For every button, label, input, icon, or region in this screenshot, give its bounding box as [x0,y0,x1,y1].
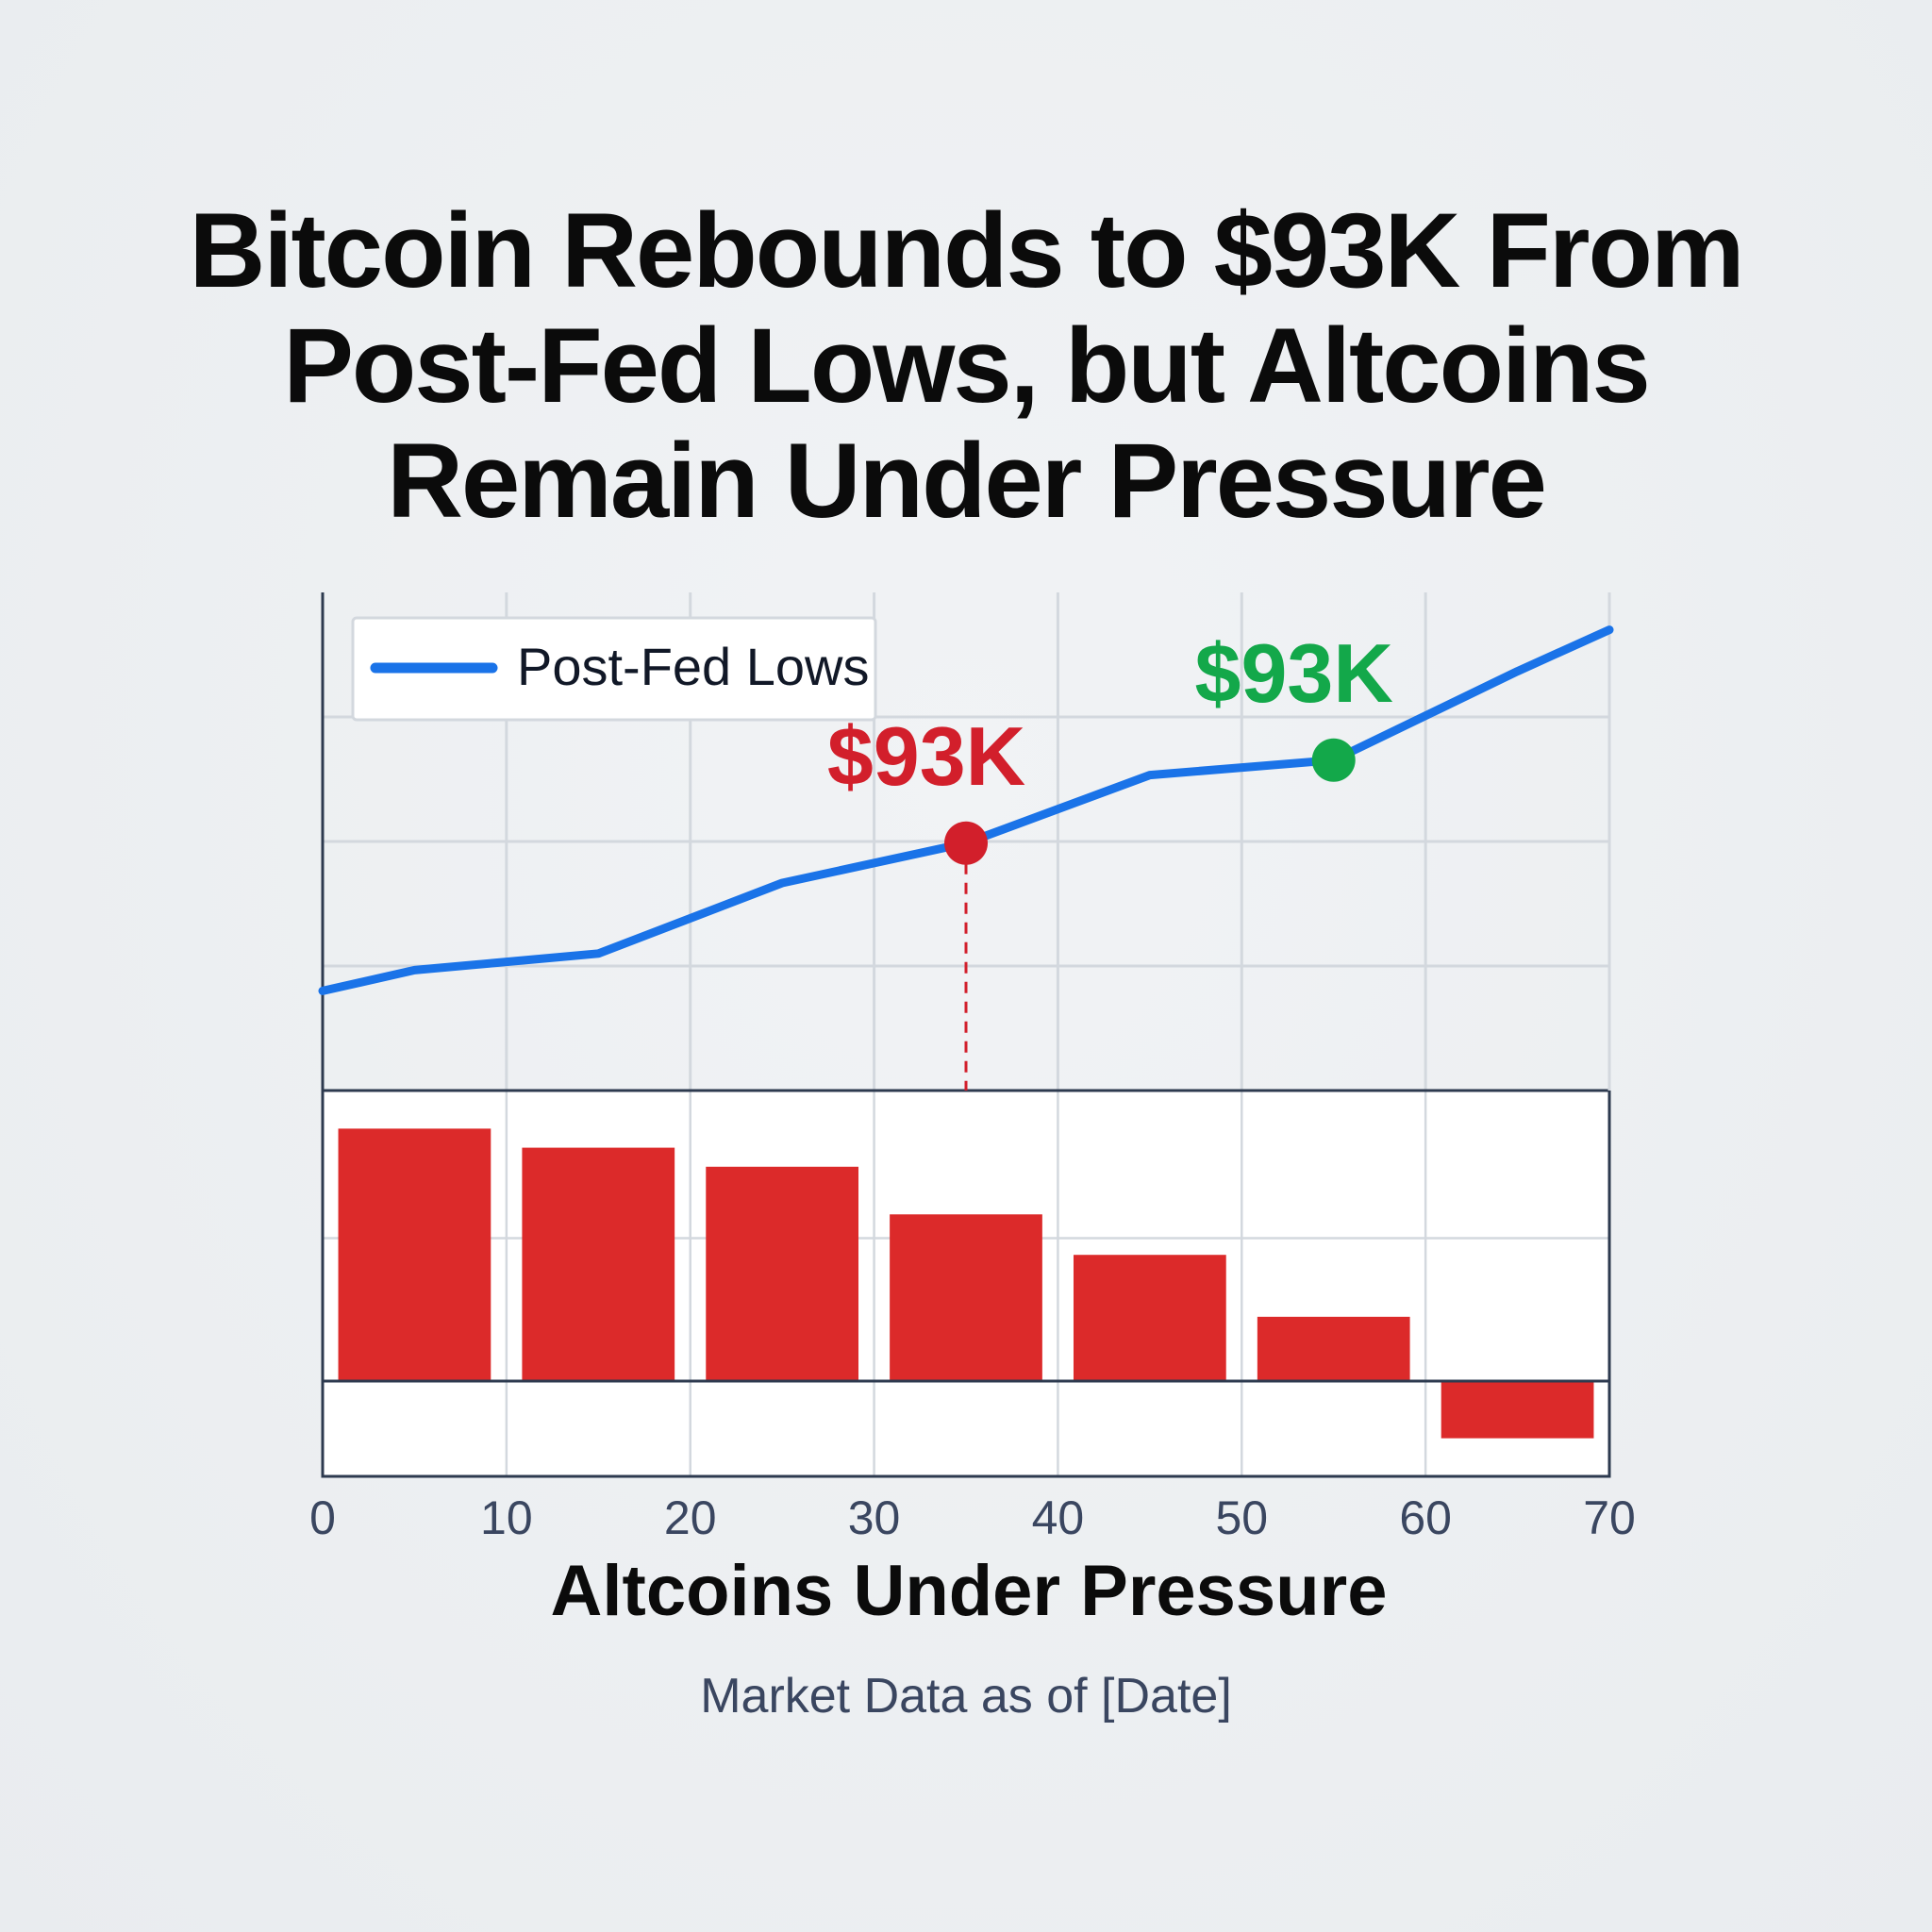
annotation-label-green: $93K [1195,626,1393,720]
headline-line-2: Post-Fed Lows, but Altcoins [283,307,1651,425]
x-tick-label: 50 [1215,1491,1268,1544]
annotation-markers: $93K $93K [827,626,1393,1091]
bar-series [338,1128,1594,1439]
legend-label: Post-Fed Lows [517,637,870,696]
x-tick-label: 0 [309,1491,336,1544]
annotation-label-red: $93K [827,709,1025,803]
marker-point-red [944,821,988,865]
x-tick-label: 20 [664,1491,717,1544]
bar [1441,1381,1594,1439]
bar [1257,1316,1410,1382]
x-tick-label: 70 [1583,1491,1636,1544]
bar [338,1128,491,1382]
legend: Post-Fed Lows [351,616,877,722]
x-tick-label: 60 [1399,1491,1452,1544]
headline-line-3: Remain Under Pressure [387,422,1547,540]
x-axis-label: Altcoins Under Pressure [551,1551,1388,1631]
x-tick-label: 30 [848,1491,901,1544]
x-tick-label: 40 [1032,1491,1085,1544]
bar [706,1166,859,1382]
headline-line-1: Bitcoin Rebounds to $93K From [189,192,1745,309]
marker-point-green [1311,738,1356,782]
bar [890,1214,1042,1382]
x-tick-labels: 0 10 20 30 40 50 60 70 [309,1491,1636,1544]
footnote: Market Data as of [Date] [700,1669,1232,1724]
legend-box [351,616,877,722]
bar [1073,1255,1226,1382]
bar [522,1147,675,1382]
x-tick-label: 10 [480,1491,533,1544]
headline: Bitcoin Rebounds to $93K From Post-Fed L… [0,193,1932,539]
